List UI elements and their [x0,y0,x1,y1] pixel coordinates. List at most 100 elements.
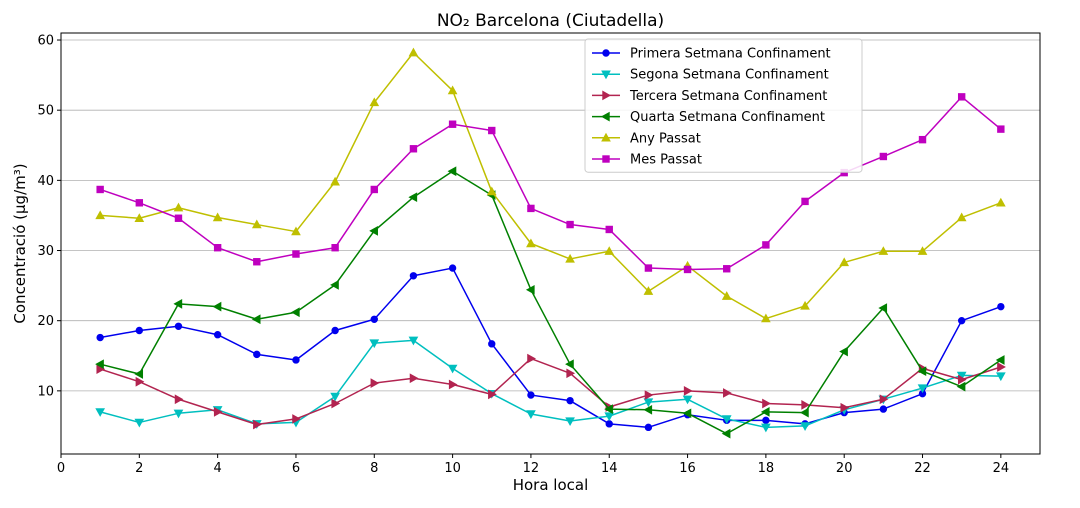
data-point [330,280,339,290]
data-point [917,366,927,377]
data-point [291,226,301,236]
data-point [486,186,497,196]
data-point [682,395,693,405]
x-tick-label: 20 [836,461,853,476]
data-point [917,246,928,255]
data-point [957,93,966,101]
data-point [134,418,145,428]
legend-label: Any Passat [630,131,701,146]
data-point [330,392,340,402]
legend-item: Segona Setmana Confinament [592,68,829,83]
data-point [839,346,848,357]
legend-marker [600,111,610,122]
legend-item: Mes Passat [592,153,702,168]
data-point [995,197,1006,207]
y-axis-ticks: 10 20 30 40 50 60 [37,34,61,399]
legend-box [584,38,863,173]
data-point [721,415,732,424]
data-point [683,265,692,274]
data-point [330,176,340,186]
data-point [488,126,496,135]
legend-item: Primera Setmana Confinament [592,47,831,62]
data-point [605,225,613,234]
data-point [761,313,771,323]
series-4 [95,166,1005,439]
x-tick-label: 12 [523,461,540,476]
series-layer [95,47,1006,439]
data-point [761,423,771,433]
data-point [721,428,731,439]
data-point [643,398,654,408]
y-tick-label: 50 [37,104,54,119]
data-point [331,398,341,409]
data-point [369,226,378,236]
x-axis-label: Hora local [513,476,589,494]
legend-marker [602,49,610,57]
data-point [95,408,106,417]
data-point [604,246,615,255]
data-point [95,359,104,370]
data-point [331,326,339,335]
data-point [409,373,419,384]
series-3 [96,353,1006,430]
legend-label: Tercera Setmana Confinament [629,89,827,104]
data-point [408,336,419,346]
y-axis-label: Concentració (µg/m³) [11,163,29,323]
legend-marker [602,90,612,101]
data-point [801,197,809,206]
chart-title: NO₂ Barcelona (Ciutadella) [437,11,664,31]
legend-marker [602,155,610,163]
data-point [721,291,732,300]
data-point [527,353,536,364]
data-point [253,350,261,359]
data-point [762,241,770,249]
data-point [683,386,693,396]
data-point [526,410,536,420]
data-point [800,407,809,418]
data-point [995,355,1005,365]
data-point [212,212,223,222]
data-point [448,264,457,272]
data-point [135,376,145,387]
data-point [957,316,966,325]
data-point [174,214,183,222]
legend-label: Segona Setmana Confinament [630,68,829,83]
data-point [879,152,888,161]
legend-label: Mes Passat [630,153,702,168]
x-tick-label: 14 [601,461,618,476]
data-point [879,394,889,405]
data-point [448,120,457,128]
data-point [447,85,458,95]
x-tick-label: 6 [292,461,300,476]
data-point [447,166,457,177]
data-point [96,333,104,342]
x-tick-label: 2 [135,461,143,476]
series-line [99,357,1002,426]
data-point [839,257,850,267]
data-point [800,422,810,431]
data-point [878,303,888,313]
data-point [251,314,261,325]
legend-label: Quarta Setmana Confinament [630,110,825,125]
data-point [800,300,810,310]
y-tick-label: 30 [37,244,54,259]
data-point [997,125,1005,133]
data-point [526,238,536,248]
data-point [213,407,223,417]
data-point [409,272,418,280]
x-tick-label: 0 [57,461,65,476]
data-point [213,244,222,252]
data-point [253,419,262,430]
data-point [135,326,144,335]
data-point [644,390,654,400]
data-point [957,374,967,385]
x-tick-label: 22 [914,461,931,476]
y-tick-label: 20 [37,314,54,329]
data-point [565,253,575,263]
data-point [448,379,458,390]
legend-item: Quarta Setmana Confinament [592,110,825,125]
data-point [801,400,811,410]
data-point [723,265,731,273]
